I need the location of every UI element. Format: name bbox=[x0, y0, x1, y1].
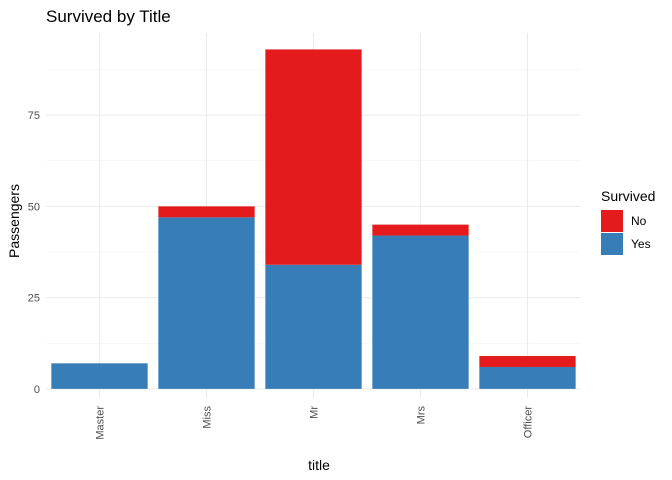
x-tick-label-officer: Officer bbox=[523, 406, 535, 439]
x-axis-ticks: Master Miss Mr Mrs Officer bbox=[95, 406, 535, 440]
bar-master-yes bbox=[51, 363, 148, 389]
bar-officer-no bbox=[479, 356, 576, 367]
legend-title: Survived bbox=[601, 188, 655, 204]
legend-label-no: No bbox=[631, 214, 647, 228]
bar-mr-no bbox=[265, 49, 362, 265]
y-tick-label: 50 bbox=[28, 201, 40, 213]
bars bbox=[51, 49, 576, 389]
bar-mrs-yes bbox=[372, 235, 469, 389]
y-axis-ticks: 0 25 50 75 bbox=[28, 110, 40, 396]
legend-key-yes bbox=[601, 233, 623, 255]
x-tick-label-mr: Mr bbox=[309, 406, 321, 419]
bar-miss-yes bbox=[158, 217, 255, 389]
y-tick-label: 0 bbox=[34, 384, 40, 396]
legend-key-no bbox=[601, 210, 623, 232]
bar-mrs-no bbox=[372, 224, 469, 236]
legend: Survived No Yes bbox=[601, 188, 655, 255]
y-axis-title: Passengers bbox=[6, 184, 22, 258]
bar-miss-no bbox=[158, 206, 255, 218]
x-tick-label-miss: Miss bbox=[202, 406, 214, 429]
bar-officer-yes bbox=[479, 366, 576, 389]
x-tick-label-mrs: Mrs bbox=[416, 406, 428, 425]
bar-mr-yes bbox=[265, 264, 362, 389]
x-tick-label-master: Master bbox=[95, 406, 107, 440]
y-tick-label: 25 bbox=[28, 293, 40, 305]
y-tick-label: 75 bbox=[28, 110, 40, 122]
legend-label-yes: Yes bbox=[631, 237, 651, 251]
x-axis-title: title bbox=[308, 457, 330, 473]
chart-title: Survived by Title bbox=[46, 7, 171, 26]
